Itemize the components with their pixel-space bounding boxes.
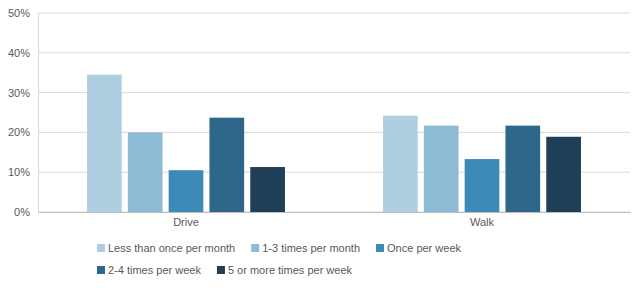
y-tick-label: 40% [8, 47, 30, 59]
legend-item: 1-3 times per month [251, 242, 360, 254]
legend: Less than once per month 1-3 times per mo… [97, 242, 462, 276]
legend-swatch [251, 244, 259, 252]
legend-item: 5 or more times per week [217, 264, 353, 276]
legend-swatch [97, 244, 105, 252]
y-tick: 0% [14, 206, 38, 218]
legend-label: Once per week [387, 242, 461, 254]
y-tick: 30% [8, 87, 38, 99]
y-tick-label: 30% [8, 87, 30, 99]
legend-swatch [97, 266, 105, 274]
y-tick-label: 20% [8, 126, 30, 138]
x-axis-line [39, 212, 631, 213]
bar [128, 132, 163, 212]
y-tick: 10% [8, 166, 38, 178]
bar [383, 116, 418, 212]
legend-swatch [376, 244, 384, 252]
bar [505, 126, 540, 212]
y-tick: 20% [8, 126, 38, 138]
y-tick: 40% [8, 47, 38, 59]
bar [209, 118, 244, 212]
grid-line [38, 212, 630, 213]
grid-line [38, 52, 630, 53]
legend-label: 5 or more times per week [228, 264, 353, 276]
x-tick: Drive [173, 212, 199, 228]
x-tick-label: Drive [173, 216, 199, 228]
bar [546, 137, 581, 212]
series [209, 118, 540, 212]
y-tick-label: 10% [8, 166, 30, 178]
y-tick-label: 50% [8, 7, 30, 19]
y-axis: 0% 10% 20% 30% 40% 50% [8, 7, 39, 218]
y-tick: 50% [8, 7, 38, 19]
bar [250, 167, 285, 212]
y-axis-line [38, 14, 39, 213]
x-tick-label: Walk [470, 216, 495, 228]
series [128, 126, 459, 212]
x-axis: Drive Walk [39, 212, 631, 228]
legend-item: 2-4 times per week [97, 264, 201, 276]
bar [87, 75, 122, 212]
grid-line [38, 172, 630, 173]
y-tick-label: 0% [14, 206, 30, 218]
grid-line [38, 92, 630, 93]
bar [169, 170, 204, 212]
series [250, 137, 581, 212]
grid-line [38, 13, 630, 14]
x-tick: Walk [470, 212, 495, 228]
bar [465, 159, 500, 212]
grid-line [38, 132, 630, 133]
bars [87, 75, 581, 212]
legend-label: 2-4 times per week [108, 264, 201, 276]
chart: 0% 10% 20% 30% 40% 50% Drive Walk Less than once… [0, 0, 637, 288]
legend-label: 1-3 times per month [262, 242, 360, 254]
legend-item: Once per week [376, 242, 461, 254]
series [87, 75, 418, 212]
grid [38, 13, 630, 212]
legend-label: Less than once per month [108, 242, 235, 254]
bar [424, 126, 459, 212]
legend-swatch [217, 266, 225, 274]
legend-item: Less than once per month [97, 242, 235, 254]
